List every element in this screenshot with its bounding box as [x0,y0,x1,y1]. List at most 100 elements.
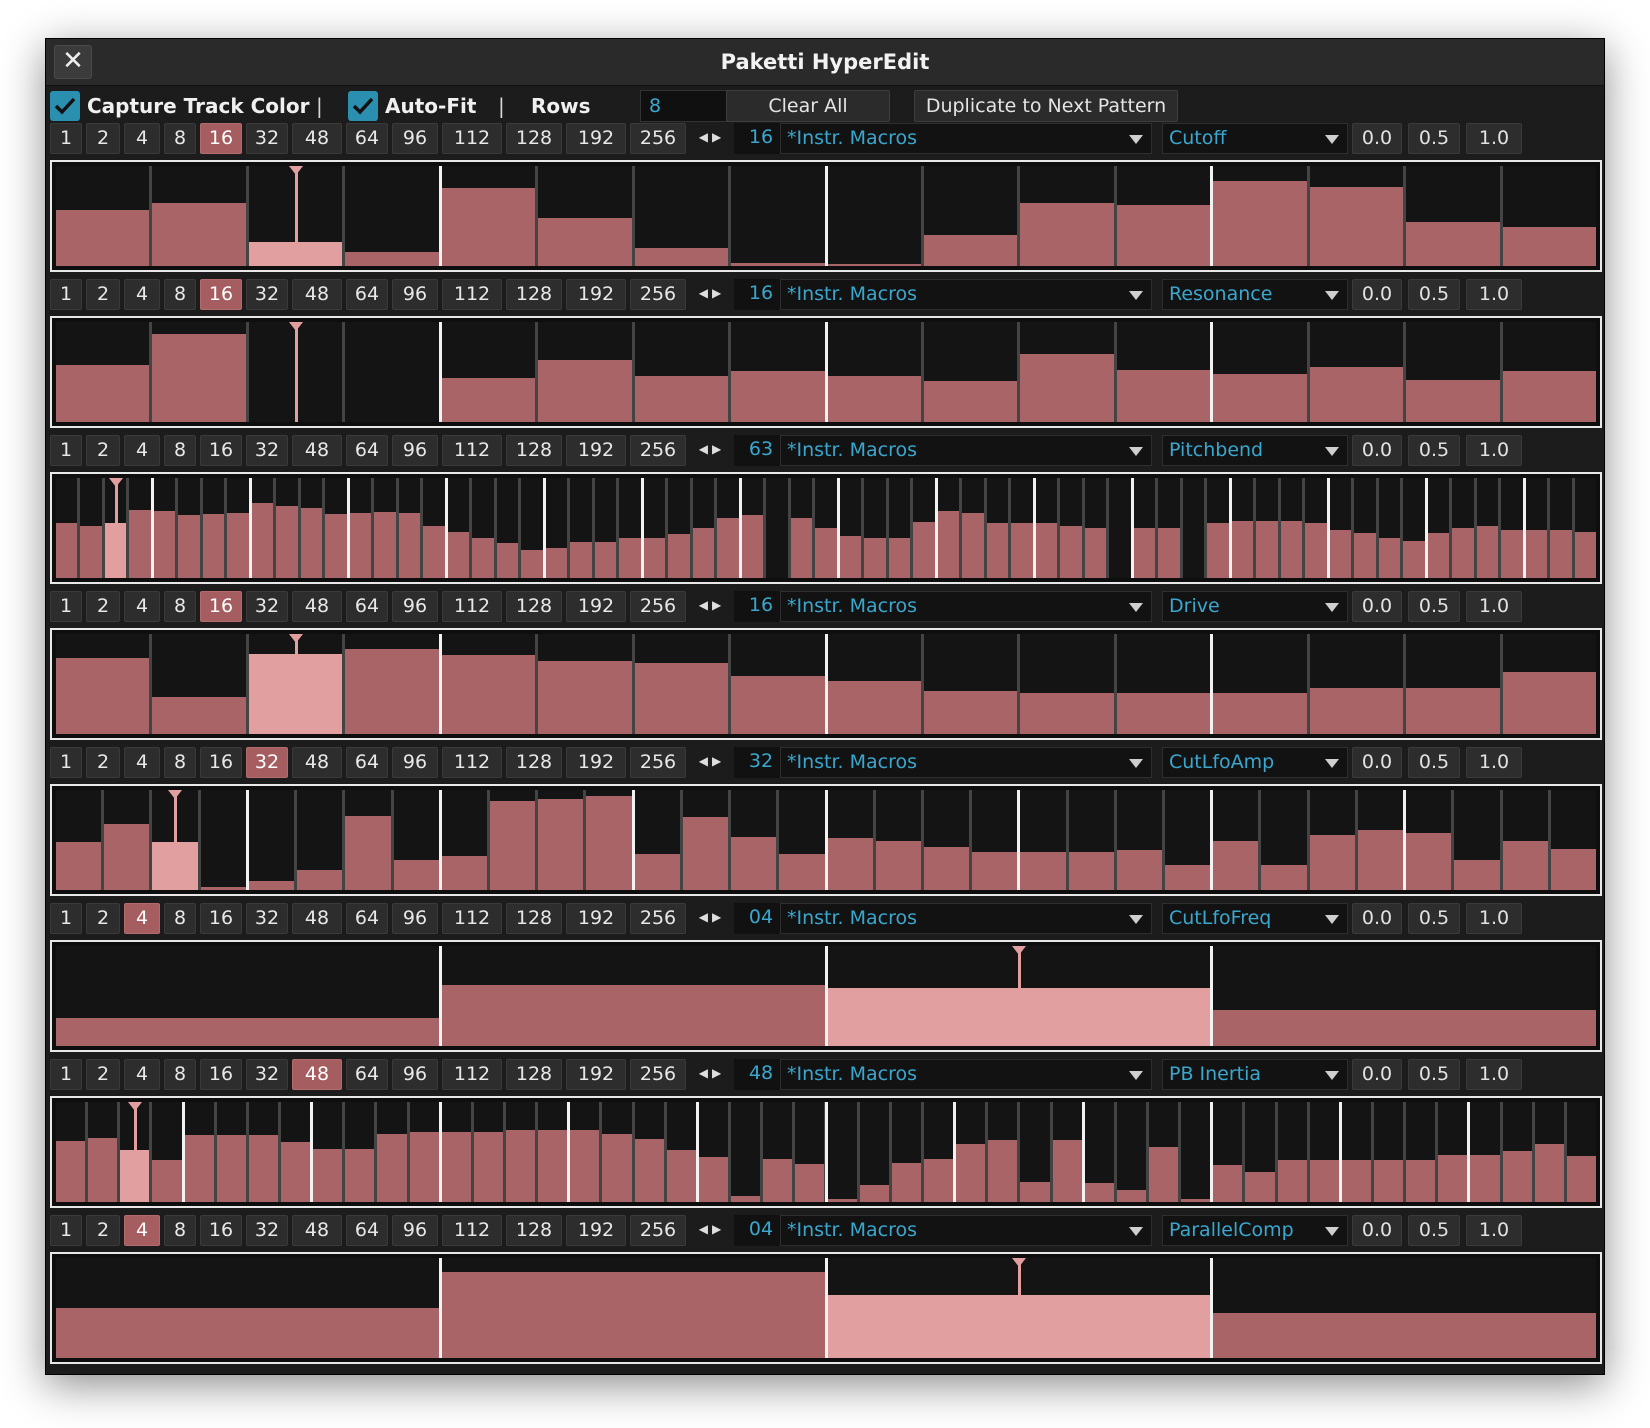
step-bar[interactable] [152,1102,182,1202]
step-count-button-256[interactable]: 256 [630,903,686,934]
step-bar[interactable] [1231,478,1254,578]
step-count-button-256[interactable]: 256 [630,123,686,154]
step-count-button-112[interactable]: 112 [442,279,502,310]
step-bar[interactable] [374,478,396,578]
step-bar[interactable] [1452,478,1474,578]
set-value-button-0.5[interactable]: 0.5 [1408,435,1460,466]
step-bar[interactable] [839,478,862,578]
step-count-button-2[interactable]: 2 [86,123,120,154]
step-bar[interactable] [923,1102,954,1202]
step-count-button-8[interactable]: 8 [164,435,196,466]
step-bar[interactable] [923,634,1018,734]
device-dropdown[interactable]: *Instr. Macros [780,903,1152,934]
clear-all-button[interactable]: Clear All [726,90,890,122]
step-bar[interactable] [496,478,519,578]
step-count-button-32[interactable]: 32 [246,591,288,622]
step-count-button-96[interactable]: 96 [392,591,438,622]
set-value-button-0.0[interactable]: 0.0 [1352,1215,1402,1246]
step-bar[interactable] [1502,166,1596,266]
step-bar[interactable] [1470,1102,1500,1202]
step-count-button-8[interactable]: 8 [164,591,196,622]
step-bar[interactable] [538,166,632,266]
parameter-dropdown[interactable]: Cutoff [1162,123,1348,154]
set-value-button-0.5[interactable]: 0.5 [1408,1059,1460,1090]
set-value-button-0.0[interactable]: 0.0 [1352,591,1402,622]
step-count-button-128[interactable]: 128 [506,123,562,154]
step-count-button-4[interactable]: 4 [124,279,160,310]
set-value-button-0.5[interactable]: 0.5 [1408,1215,1460,1246]
step-bar[interactable] [1256,478,1278,578]
step-bar[interactable] [538,1102,568,1202]
step-bar[interactable] [441,1102,471,1202]
device-dropdown[interactable]: *Instr. Macros [780,1059,1152,1090]
step-bar[interactable] [297,790,343,890]
step-count-button-16[interactable]: 16 [200,591,242,622]
triangle-left-icon[interactable]: ◀ [698,286,712,300]
step-bar[interactable] [594,478,617,578]
step-count-value[interactable]: 16 [734,123,788,154]
step-editor-canvas[interactable] [50,160,1602,272]
step-bar[interactable] [1550,478,1572,578]
set-value-button-0.0[interactable]: 0.0 [1352,1059,1402,1090]
step-bar[interactable] [56,1258,439,1358]
set-value-button-0.0[interactable]: 0.0 [1352,435,1402,466]
step-bar[interactable] [1035,478,1058,578]
step-bar[interactable] [216,1102,246,1202]
capture-track-color-checkbox[interactable] [50,91,80,121]
step-bar[interactable] [888,478,911,578]
step-bar[interactable] [1406,322,1500,422]
triangle-right-icon[interactable]: ▶ [712,754,726,768]
step-bar[interactable] [104,790,150,890]
step-bar[interactable] [56,322,150,422]
step-bar[interactable] [1068,790,1114,890]
step-bar[interactable] [345,166,439,266]
step-arrows[interactable]: ◀▶ [690,903,734,934]
step-count-button-128[interactable]: 128 [506,903,562,934]
step-bar[interactable] [184,1102,214,1202]
step-bar[interactable] [281,1102,311,1202]
step-bar[interactable] [441,166,536,266]
step-bar[interactable] [1406,166,1500,266]
step-bar[interactable] [1133,478,1156,578]
step-bar[interactable] [1261,790,1307,890]
step-count-button-1[interactable]: 1 [50,123,82,154]
step-editor-canvas[interactable] [50,1252,1602,1364]
step-count-button-2[interactable]: 2 [86,591,120,622]
step-bar[interactable] [152,166,246,266]
step-bar[interactable] [1148,1102,1179,1202]
step-bar[interactable] [1406,1102,1436,1202]
set-value-button-1.0[interactable]: 1.0 [1466,903,1522,934]
step-bar[interactable] [1476,478,1499,578]
triangle-right-icon[interactable]: ▶ [712,1066,726,1080]
step-arrows[interactable]: ◀▶ [690,747,734,778]
step-editor-canvas[interactable] [50,784,1602,896]
step-bar[interactable] [634,322,729,422]
step-count-button-16[interactable]: 16 [200,435,242,466]
step-count-button-64[interactable]: 64 [346,435,388,466]
step-bar[interactable] [1403,478,1425,578]
step-bar[interactable] [152,322,246,422]
step-count-button-112[interactable]: 112 [442,747,502,778]
step-bar[interactable] [864,478,886,578]
parameter-dropdown[interactable]: CutLfoFreq [1162,903,1348,934]
step-bar[interactable] [538,790,584,890]
step-bar[interactable] [1020,322,1114,422]
step-bar[interactable] [988,1102,1018,1202]
step-bar[interactable] [202,478,225,578]
step-bar[interactable] [227,478,249,578]
step-bar[interactable] [345,634,439,734]
step-bar[interactable] [1165,790,1211,890]
step-bar[interactable] [1502,1102,1532,1202]
device-dropdown[interactable]: *Instr. Macros [780,123,1152,154]
step-count-button-32[interactable]: 32 [246,903,288,934]
set-value-button-0.5[interactable]: 0.5 [1408,591,1460,622]
step-bar[interactable] [795,1102,825,1202]
set-value-button-1.0[interactable]: 1.0 [1466,123,1522,154]
step-count-value[interactable]: 32 [734,747,788,778]
step-count-button-64[interactable]: 64 [346,747,388,778]
step-bar[interactable] [538,322,632,422]
step-bar[interactable] [698,1102,729,1202]
step-bar[interactable] [827,166,921,266]
step-count-button-4[interactable]: 4 [124,435,160,466]
step-bar[interactable] [731,634,825,734]
